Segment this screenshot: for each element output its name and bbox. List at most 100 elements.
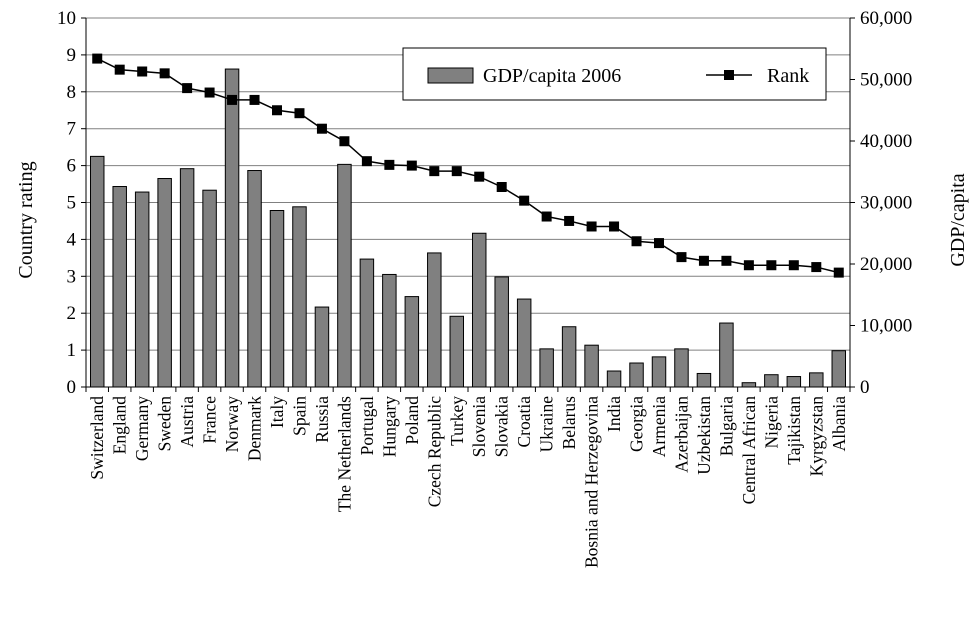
gdp-bar bbox=[224, 68, 240, 388]
right-axis-title: GDP/capita bbox=[947, 173, 969, 266]
category-labels: Switzerland England Germany Sweden Austria Fr… bbox=[87, 396, 849, 568]
category-label: Georgia bbox=[627, 396, 647, 452]
gdp-bar bbox=[741, 382, 757, 388]
category-label: Slovakia bbox=[492, 396, 512, 457]
left-tick-label: 7 bbox=[67, 119, 77, 140]
left-tick-label: 2 bbox=[67, 303, 77, 324]
legend-swatch-rank-marker bbox=[724, 70, 734, 80]
rank-marker bbox=[204, 87, 215, 98]
legend-label-rank: Rank bbox=[767, 65, 809, 87]
category-label: Slovenia bbox=[469, 396, 489, 457]
rank-marker bbox=[743, 260, 754, 271]
rank-marker bbox=[249, 94, 260, 105]
category-label: Kyrgyzstan bbox=[806, 396, 826, 477]
gdp-bar bbox=[404, 296, 420, 388]
rank-marker bbox=[609, 221, 620, 232]
category-label: Belarus bbox=[559, 396, 579, 450]
gdp-bar bbox=[539, 348, 554, 388]
rank-marker bbox=[698, 255, 709, 266]
gdp-bar bbox=[202, 189, 217, 388]
category-label: Italy bbox=[267, 396, 287, 428]
category-label: Germany bbox=[132, 396, 152, 461]
category-label: Bulgaria bbox=[716, 396, 736, 456]
category-label: Croatia bbox=[514, 396, 534, 448]
category-label: Austria bbox=[177, 396, 197, 448]
rank-marker bbox=[451, 166, 462, 177]
gdp-bar bbox=[89, 155, 105, 388]
category-label: Norway bbox=[222, 396, 242, 453]
gdp-bar bbox=[674, 348, 689, 388]
category-label: Czech Republic bbox=[424, 396, 444, 508]
gdp-bar bbox=[269, 209, 285, 388]
gdp-bar bbox=[696, 372, 712, 388]
gdp-bar bbox=[247, 170, 262, 388]
rank-marker bbox=[766, 260, 777, 271]
right-tick-label: 30,000 bbox=[860, 193, 912, 214]
rank-marker bbox=[586, 221, 597, 232]
left-tick-label: 3 bbox=[67, 266, 77, 287]
rank-marker bbox=[496, 182, 507, 193]
category-label: Ukraine bbox=[537, 396, 557, 453]
category-label: Bosnia and Herzegovina bbox=[582, 396, 602, 568]
rank-marker bbox=[339, 136, 350, 147]
rank-marker bbox=[384, 159, 395, 170]
left-tick-label: 6 bbox=[67, 156, 77, 177]
category-label: Russia bbox=[312, 396, 332, 443]
rank-marker bbox=[541, 211, 552, 222]
category-label: France bbox=[200, 396, 220, 444]
category-label: The Netherlands bbox=[334, 396, 354, 512]
gdp-bar bbox=[337, 163, 352, 388]
rank-marker bbox=[631, 236, 642, 247]
rank-marker bbox=[316, 123, 327, 134]
rank-marker bbox=[361, 156, 372, 167]
right-tick-label: 60,000 bbox=[860, 8, 912, 29]
right-tick-label: 10,000 bbox=[860, 316, 912, 337]
rank-marker bbox=[137, 66, 148, 77]
category-label: Uzbekistan bbox=[694, 396, 714, 475]
legend-label-gdp: GDP/capita 2006 bbox=[483, 65, 621, 87]
gdp-bar bbox=[157, 178, 172, 388]
category-label: Poland bbox=[402, 396, 422, 445]
left-axis-ticks: 0 1 2 3 4 5 6 7 8 9 10 bbox=[57, 8, 86, 398]
category-label: Nigeria bbox=[761, 396, 781, 449]
gdp-bar bbox=[606, 370, 622, 388]
gdp-bar bbox=[584, 344, 599, 388]
category-label: Albania bbox=[829, 396, 849, 452]
left-tick-label: 8 bbox=[67, 82, 77, 103]
rank-marker bbox=[519, 195, 530, 206]
right-tick-label: 40,000 bbox=[860, 131, 912, 152]
gdp-bar bbox=[449, 315, 465, 388]
gdp-bars bbox=[89, 68, 847, 388]
category-label: Turkey bbox=[447, 396, 467, 446]
rank-marker bbox=[114, 64, 125, 75]
gdp-bar bbox=[719, 322, 734, 388]
right-tick-label: 0 bbox=[860, 377, 870, 398]
rank-series-line bbox=[96, 57, 839, 274]
category-label: India bbox=[604, 396, 624, 432]
gdp-bar bbox=[764, 374, 779, 388]
left-tick-label: 4 bbox=[67, 229, 77, 250]
gdp-bar bbox=[179, 168, 195, 388]
right-tick-label: 20,000 bbox=[860, 254, 912, 275]
category-label: Hungary bbox=[379, 396, 399, 457]
category-label: Central African bbox=[739, 396, 759, 505]
rank-marker bbox=[676, 252, 687, 263]
gdp-bar bbox=[314, 306, 330, 388]
rank-marker bbox=[182, 83, 193, 94]
gdp-bar bbox=[831, 350, 847, 388]
legend: GDP/capita 2006 Rank bbox=[402, 47, 827, 101]
rank-marker bbox=[92, 53, 103, 64]
left-tick-label: 10 bbox=[57, 8, 76, 29]
rank-marker bbox=[811, 262, 822, 273]
rank-marker bbox=[654, 238, 664, 249]
category-label: Armenia bbox=[649, 396, 669, 457]
rank-marker bbox=[159, 68, 170, 79]
rank-marker bbox=[406, 160, 417, 171]
category-label: Spain bbox=[289, 396, 309, 436]
rank-marker bbox=[474, 171, 485, 182]
category-label: Portugal bbox=[357, 396, 377, 455]
rank-marker bbox=[294, 108, 305, 119]
rank-marker bbox=[788, 260, 799, 271]
left-tick-label: 1 bbox=[67, 340, 77, 361]
